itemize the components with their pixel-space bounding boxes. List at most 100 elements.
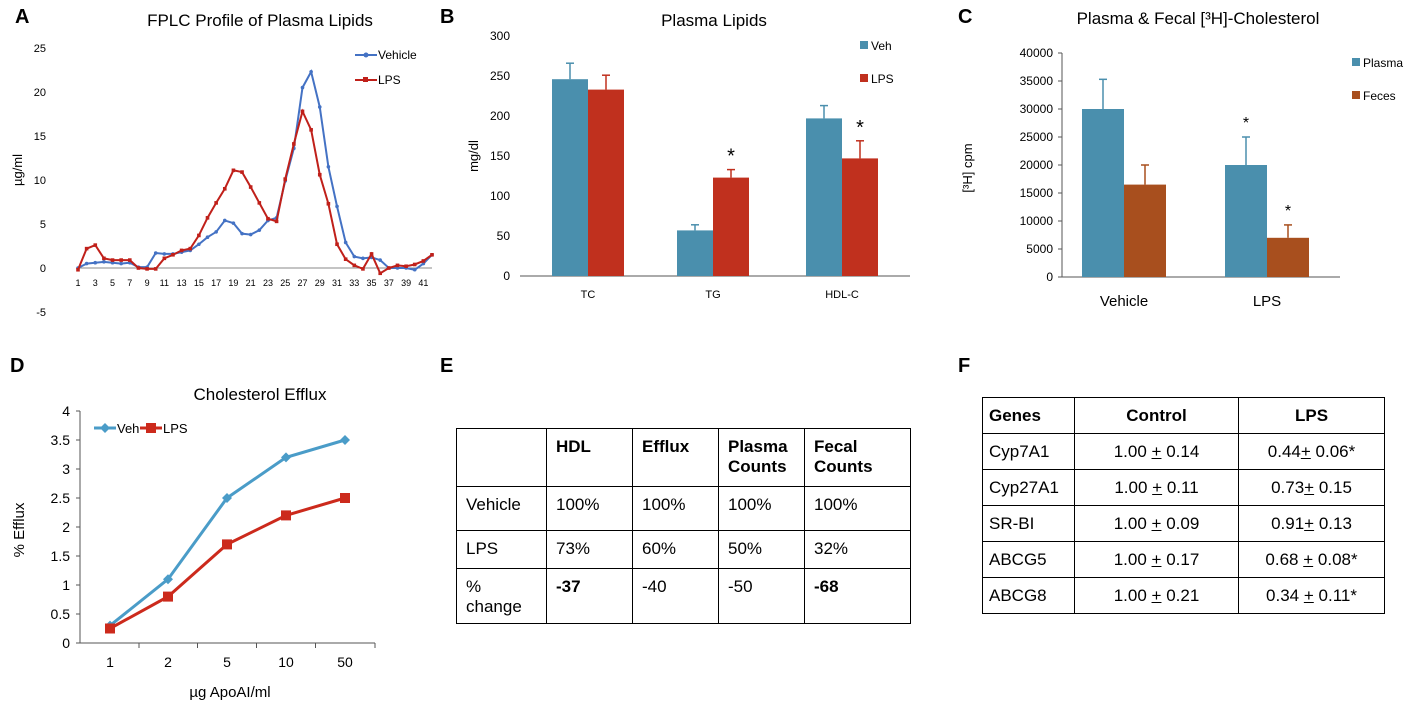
chart-a-point-lps xyxy=(248,185,253,189)
chart-a-point-vehicle xyxy=(317,105,322,109)
table-e-header-cell: Efflux xyxy=(632,428,719,487)
chart-a-point-vehicle xyxy=(412,267,417,272)
chart-a-xtick-label: 33 xyxy=(349,278,359,288)
table-f-row: ABCG8 1.00 + 0.21 0.34 + 0.11* xyxy=(982,577,1385,614)
chart-a-point-lps xyxy=(128,258,132,262)
table-f-control: 1.00 + 0.17 xyxy=(1074,541,1239,578)
chart-a-point-lps xyxy=(378,271,382,276)
chart-a-xtick-label: 23 xyxy=(263,278,273,288)
table-f-gene: SR-BI xyxy=(982,505,1075,542)
chart-a-point-lps xyxy=(352,263,357,268)
panel-letter-c: C xyxy=(958,6,973,28)
chart-d-point-lps xyxy=(105,623,115,634)
chart-d-legend-marker-veh xyxy=(100,423,110,433)
table-e-cell: 100% xyxy=(718,486,805,531)
plus-minus-symbol: + xyxy=(1151,585,1162,605)
chart-b-ytick-label: 100 xyxy=(490,189,510,203)
table-f-gene: ABCG8 xyxy=(982,577,1075,614)
table-e-header-cell: Fecal Counts xyxy=(804,428,911,487)
chart-a-point-vehicle xyxy=(205,235,210,239)
chart-a-point-lps xyxy=(361,267,365,271)
chart-a-point-lps xyxy=(76,267,80,272)
chart-a-xtick-label: 31 xyxy=(332,278,342,288)
table-e-row: % change -37 -40 -50 -68 xyxy=(456,568,911,624)
table-e-cell: 50% xyxy=(718,530,805,569)
chart-a-point-vehicle xyxy=(119,261,123,266)
chart-c-ytick-label: 30000 xyxy=(1020,102,1054,116)
chart-d-title: Cholesterol Efflux xyxy=(194,385,327,404)
table-e-cell: 60% xyxy=(632,530,719,569)
table-f-err: 0.08* xyxy=(1317,549,1358,569)
chart-a-xtick-label: 5 xyxy=(110,278,115,288)
chart-a-point-vehicle xyxy=(335,204,339,209)
table-e: HDL Efflux Plasma Counts Fecal Counts Ve… xyxy=(456,428,911,624)
chart-a-point-vehicle xyxy=(300,85,305,90)
chart-c-ytick-label: 40000 xyxy=(1020,46,1054,60)
panel-letter-a: A xyxy=(15,6,30,28)
table-f-header-cell: Control xyxy=(1074,397,1239,434)
table-f-header-cell: Genes xyxy=(982,397,1075,434)
chart-d-point-lps xyxy=(281,510,291,521)
chart-b-xtick-label: TC xyxy=(581,289,596,301)
chart-a-point-lps xyxy=(136,266,141,270)
chart-d-series-line-veh xyxy=(109,438,346,627)
table-f-control: 1.00 + 0.11 xyxy=(1074,469,1239,506)
table-e-row: Vehicle 100% 100% 100% 100% xyxy=(456,486,911,531)
table-f-mean: 1.00 xyxy=(1113,585,1147,605)
chart-a-point-vehicle xyxy=(378,258,382,262)
chart-a-point-lps xyxy=(171,253,175,257)
chart-a-point-vehicle xyxy=(257,228,262,232)
chart-d-xtick-label: 5 xyxy=(223,654,231,670)
chart-c-bar-plasma xyxy=(1225,165,1267,277)
table-f-err: 0.13 xyxy=(1318,513,1352,533)
chart-a-ytick-label: 10 xyxy=(34,175,46,187)
chart-d-xtick-label: 50 xyxy=(337,654,353,670)
chart-a-point-lps xyxy=(93,243,98,247)
chart-a-xtick-label: 21 xyxy=(246,278,256,288)
chart-a-point-lps xyxy=(326,201,331,206)
chart-a-point-lps xyxy=(84,246,89,251)
table-e-cell: 73% xyxy=(546,530,633,569)
chart-a-ylabel: µg/ml xyxy=(10,154,25,186)
chart-a-point-lps xyxy=(292,142,296,146)
chart-a-point-lps xyxy=(214,201,218,205)
chart-b-bar-veh xyxy=(806,118,842,277)
chart-d-series-line-lps xyxy=(109,496,346,630)
chart-a-point-lps xyxy=(240,170,244,174)
table-e-cell: -68 xyxy=(804,568,911,624)
chart-a-point-lps xyxy=(188,246,193,251)
chart-a-xtick-label: 19 xyxy=(228,278,238,288)
chart-a-point-lps xyxy=(162,256,167,261)
plus-minus-symbol: + xyxy=(1151,549,1162,569)
chart-c-ytick-label: 0 xyxy=(1046,270,1053,284)
chart-d-legend-label-lps: LPS xyxy=(163,421,188,436)
chart-a-point-lps xyxy=(387,266,391,270)
chart-d-point-veh xyxy=(222,493,232,503)
table-f-row: ABCG5 1.00 + 0.17 0.68 + 0.08* xyxy=(982,541,1385,578)
chart-a-point-lps xyxy=(205,216,210,220)
chart-b-bar-veh xyxy=(552,79,588,276)
table-e-cell: % change xyxy=(456,568,547,624)
panel-letter-e: E xyxy=(440,355,454,377)
chart-b-legend-swatch-veh xyxy=(860,41,868,49)
chart-d-point-veh xyxy=(340,435,350,445)
chart-a-point-vehicle xyxy=(343,240,348,245)
chart-b-title: Plasma Lipids xyxy=(661,11,767,30)
chart-c-ytick-label: 35000 xyxy=(1020,74,1054,88)
chart-b-bar-lps xyxy=(842,158,878,276)
table-f-gene: ABCG5 xyxy=(982,541,1075,578)
chart-d-ytick-label: 2.5 xyxy=(51,490,71,506)
chart-b-ytick-label: 300 xyxy=(490,29,510,43)
table-f-control: 1.00 + 0.14 xyxy=(1074,433,1239,470)
table-e-cell: -37 xyxy=(546,568,633,624)
panel-letter-b: B xyxy=(440,6,455,28)
chart-a-point-vehicle xyxy=(162,252,167,256)
chart-c-ytick-label: 25000 xyxy=(1020,130,1054,144)
table-e-cell xyxy=(456,428,547,487)
chart-a-xtick-label: 9 xyxy=(145,278,150,288)
table-f-err: 0.21 xyxy=(1166,585,1200,605)
chart-a-xtick-label: 37 xyxy=(384,278,394,288)
table-f-mean: 1.00 xyxy=(1113,549,1147,569)
table-f-mean: 0.73 xyxy=(1271,477,1305,497)
panel-letter-f: F xyxy=(958,355,971,377)
